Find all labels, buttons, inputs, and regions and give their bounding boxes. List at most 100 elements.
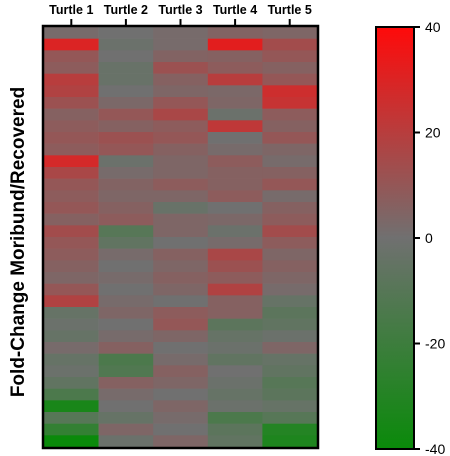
heatmap-cell — [153, 318, 209, 331]
heatmap-cell — [262, 353, 318, 366]
heatmap-cell — [262, 167, 318, 179]
heatmap-cell — [44, 85, 99, 98]
heatmap-cell — [44, 97, 99, 109]
heatmap-cell — [262, 295, 318, 308]
heatmap-cell — [207, 178, 263, 191]
heatmap-cell — [207, 132, 263, 144]
heatmap-cell — [98, 260, 154, 273]
heatmap-cells — [44, 27, 318, 448]
heatmap-cell — [153, 190, 209, 203]
heatmap-cell — [98, 132, 154, 144]
heatmap-cell — [153, 307, 209, 319]
heatmap-cell — [153, 365, 209, 378]
heatmap-cell — [44, 178, 99, 191]
heatmap-cell — [98, 400, 154, 413]
heatmap-cell — [98, 85, 154, 98]
heatmap-cell — [207, 155, 263, 168]
heatmap-cell — [262, 213, 318, 226]
heatmap-cell — [153, 167, 209, 179]
heatmap-cell — [262, 143, 318, 156]
heatmap-cell — [262, 435, 318, 448]
heatmap-cell — [207, 120, 263, 133]
heatmap-cell — [207, 388, 263, 401]
heatmap-cell — [207, 38, 263, 51]
column-labels: Turtle 1 Turtle 2 Turtle 3 Turtle 4 Turtle 5 — [49, 3, 312, 17]
heatmap-cell — [44, 388, 99, 401]
heatmap-cell — [98, 412, 154, 424]
heatmap-cell — [98, 50, 154, 63]
heatmap-cell — [153, 120, 209, 133]
heatmap-cell — [262, 423, 318, 436]
heatmap-cell — [44, 237, 99, 249]
heatmap-cell — [98, 283, 154, 296]
heatmap-cell — [207, 330, 263, 343]
heatmap-cell — [262, 412, 318, 424]
heatmap-cell — [44, 412, 99, 424]
heatmap-cell — [44, 283, 99, 296]
column-label: Turtle 1 — [49, 3, 93, 17]
heatmap-cell — [262, 73, 318, 86]
heatmap-cell — [207, 377, 263, 389]
heatmap-cell — [153, 213, 209, 226]
heatmap-cell — [262, 330, 318, 343]
heatmap-cell — [207, 307, 263, 319]
heatmap-cell — [98, 295, 154, 308]
heatmap-cell — [98, 225, 154, 238]
heatmap-cell — [207, 143, 263, 156]
colorbar-ticks: 40 20 0 -20 -40 — [414, 19, 445, 456]
heatmap-cell — [44, 202, 99, 214]
heatmap-cell — [207, 400, 263, 413]
heatmap-cell — [153, 143, 209, 156]
heatmap-cell — [44, 120, 99, 133]
heatmap-cell — [207, 50, 263, 63]
heatmap-cell — [153, 388, 209, 401]
heatmap-cell — [153, 202, 209, 214]
heatmap-cell — [98, 377, 154, 389]
heatmap-cell — [207, 295, 263, 308]
heatmap-cell — [207, 272, 263, 284]
heatmap-cell — [153, 85, 209, 98]
heatmap-cell — [44, 365, 99, 378]
heatmap-cell — [44, 307, 99, 319]
heatmap-cell — [44, 435, 99, 448]
heatmap-cell — [153, 248, 209, 261]
heatmap-cell — [44, 155, 99, 168]
heatmap-cell — [44, 143, 99, 156]
heatmap-cell — [153, 295, 209, 308]
heatmap-cell — [207, 248, 263, 261]
colorbar-tick-label: -20 — [425, 336, 445, 352]
heatmap-cell — [262, 38, 318, 51]
heatmap-cell — [153, 330, 209, 343]
heatmap-cell — [262, 272, 318, 284]
heatmap-cell — [44, 38, 99, 51]
colorbar-tick-label: 40 — [425, 19, 441, 35]
heatmap-cell — [207, 225, 263, 238]
heatmap-cell — [44, 190, 99, 203]
heatmap-cell — [207, 365, 263, 378]
heatmap-cell — [262, 377, 318, 389]
heatmap-cell — [207, 190, 263, 203]
heatmap-cell — [153, 62, 209, 74]
heatmap-cell — [153, 272, 209, 284]
heatmap-cell — [153, 155, 209, 168]
heatmap-cell — [44, 73, 99, 86]
heatmap-cell — [153, 108, 209, 121]
heatmap-cell — [153, 423, 209, 436]
heatmap-cell — [153, 38, 209, 51]
heatmap-cell — [44, 318, 99, 331]
heatmap-cell — [98, 108, 154, 121]
heatmap-cell — [207, 412, 263, 424]
heatmap-cell — [98, 248, 154, 261]
heatmap-cell — [207, 202, 263, 214]
heatmap-cell — [262, 365, 318, 378]
heatmap-cell — [44, 50, 99, 63]
heatmap-cell — [44, 330, 99, 343]
heatmap-cell — [262, 400, 318, 413]
heatmap-cell — [44, 248, 99, 261]
heatmap-cell — [98, 178, 154, 191]
heatmap-cell — [98, 237, 154, 249]
heatmap-cell — [207, 73, 263, 86]
heatmap-cell — [153, 27, 209, 39]
heatmap-cell — [262, 120, 318, 133]
